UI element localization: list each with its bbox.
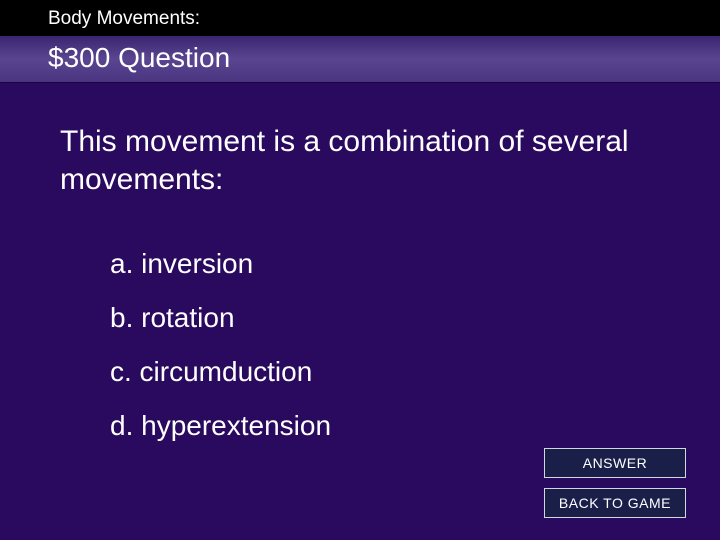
option-b: b. rotation <box>110 302 720 334</box>
option-d: d. hyperextension <box>110 410 720 442</box>
option-c: c. circumduction <box>110 356 720 388</box>
button-group: ANSWER BACK TO GAME <box>544 448 686 518</box>
option-a: a. inversion <box>110 248 720 280</box>
header: Body Movements: $300 Question <box>0 0 720 83</box>
options-list: a. inversion b. rotation c. circumductio… <box>0 208 720 442</box>
question-text: This movement is a combination of severa… <box>0 83 720 208</box>
answer-button[interactable]: ANSWER <box>544 448 686 478</box>
question-value-title: $300 Question <box>0 36 720 83</box>
back-to-game-button[interactable]: BACK TO GAME <box>544 488 686 518</box>
category-label: Body Movements: <box>0 0 720 36</box>
slide-container: Body Movements: $300 Question This movem… <box>0 0 720 540</box>
